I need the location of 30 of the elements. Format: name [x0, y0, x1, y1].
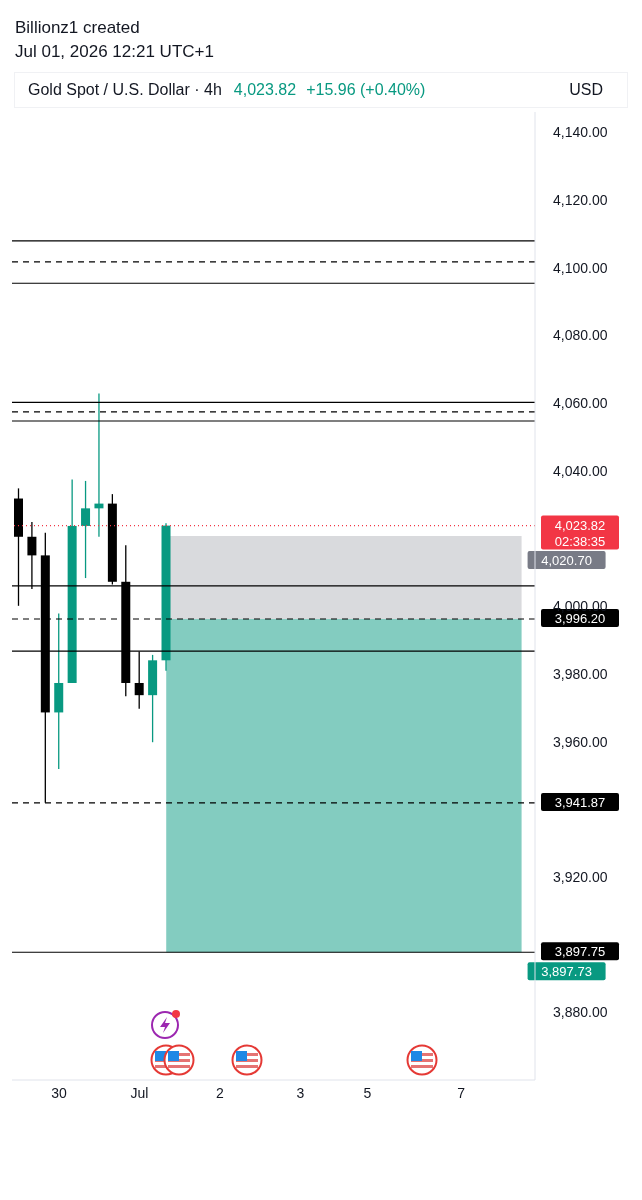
- y-tick-label: 3,980.00: [553, 665, 608, 682]
- band-label: 4,020.70: [541, 553, 592, 569]
- ref-line-label: 4,023.82: [554, 517, 606, 533]
- y-tick-label: 3,880.00: [553, 1004, 608, 1021]
- x-tick-label: Jul: [130, 1084, 149, 1101]
- text: Billionz1 created: [15, 17, 141, 39]
- x-tick-label: 5: [363, 1084, 372, 1101]
- x-tick-label: 7: [457, 1084, 466, 1101]
- ref-line-label: 3,941.87: [554, 794, 606, 810]
- y-tick-label: 4,060.00: [553, 395, 608, 412]
- text: Jul 01, 2026 12:21 UTC+1: [15, 41, 214, 63]
- chart-title: Gold Spot / U.S. Dollar · 4h: [28, 81, 222, 99]
- text: USD: [569, 81, 603, 99]
- text: 4,023.82: [233, 81, 297, 99]
- x-tick-label: 30: [51, 1084, 67, 1101]
- y-tick-label: 4,120.00: [553, 191, 608, 208]
- y-tick-label: 4,140.00: [553, 124, 608, 141]
- y-tick-label: 4,080.00: [553, 327, 608, 344]
- y-tick-label: 4,100.00: [553, 259, 608, 276]
- candlestick: [81, 480, 91, 579]
- text: 02:38:35: [554, 533, 606, 549]
- y-tick-label: 3,920.00: [553, 868, 608, 885]
- band-label: 3,897.73: [541, 964, 592, 980]
- ref-line-label: 3,897.75: [554, 944, 606, 960]
- x-tick-label: 3: [296, 1084, 305, 1101]
- text: +15.96 (+0.40%): [306, 81, 426, 99]
- y-tick-label: 4,040.00: [553, 462, 608, 479]
- x-tick-label: 2: [215, 1084, 224, 1101]
- ref-line-label: 3,996.20: [554, 611, 606, 627]
- y-tick-label: 3,960.00: [553, 733, 608, 750]
